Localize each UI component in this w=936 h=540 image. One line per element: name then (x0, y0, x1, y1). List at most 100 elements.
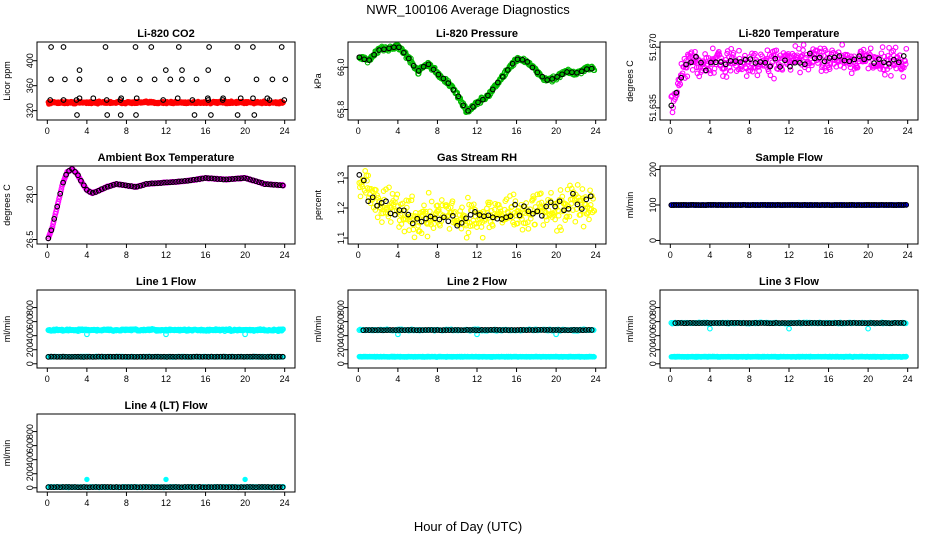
data-point (703, 67, 709, 74)
data-point (430, 66, 437, 73)
data-point (202, 175, 209, 181)
data-point (214, 353, 221, 360)
data-point (903, 202, 910, 208)
x-tick-label: 24 (591, 374, 601, 384)
data-point (557, 187, 564, 193)
data-point (396, 44, 402, 51)
data-point (107, 183, 114, 189)
data-point (446, 226, 453, 232)
data-point (876, 56, 882, 63)
panel-title: Sample Flow (755, 152, 823, 164)
data-point (547, 327, 554, 333)
x-tick-label: 0 (356, 126, 361, 136)
data-point (458, 225, 465, 232)
data-point (460, 102, 467, 109)
data-point (414, 215, 421, 222)
data-point (409, 220, 416, 227)
x-tick-label: 20 (240, 374, 250, 384)
data-point (119, 182, 126, 188)
data-point (579, 327, 586, 334)
data-point (104, 112, 111, 118)
data-point (408, 197, 415, 204)
x-tick-label: 0 (356, 374, 361, 384)
data-point (140, 182, 147, 188)
data-point (356, 54, 363, 61)
x-axis: 0 4 8 12 16 20 24 (45, 367, 290, 384)
data-point (557, 224, 563, 230)
data-point (792, 43, 799, 49)
data-point (136, 76, 143, 83)
data-point (702, 51, 708, 57)
data-point (489, 223, 496, 229)
data-point (379, 219, 385, 225)
data-point (404, 327, 411, 333)
data-point (89, 354, 96, 360)
data-point (78, 353, 84, 360)
data-point (125, 183, 132, 189)
data-point (491, 206, 498, 213)
data-point (428, 198, 435, 205)
data-point (199, 353, 206, 360)
data-point (202, 353, 209, 360)
data-point (211, 175, 218, 182)
y-tick-label: 800 (336, 300, 346, 315)
data-point (860, 46, 867, 53)
data-point (143, 181, 150, 187)
y-tick-label: 1.2 (336, 202, 346, 215)
y-tick-label: 360 (25, 78, 35, 93)
data-point (238, 175, 245, 182)
data-point (47, 97, 54, 103)
panel-title: Line 1 Flow (136, 276, 196, 288)
data-point (267, 353, 274, 360)
data-point (493, 327, 500, 333)
x-tick-label: 8 (435, 374, 440, 384)
data-point (60, 97, 67, 103)
data-point (582, 327, 589, 333)
data-point (509, 60, 516, 67)
data-point (473, 327, 479, 333)
data-point (900, 53, 907, 59)
points-group (356, 326, 597, 360)
data-point (541, 327, 548, 333)
data-point (369, 194, 376, 201)
data-point (588, 327, 595, 333)
data-point (706, 67, 713, 74)
data-point (137, 182, 144, 189)
data-point (514, 220, 521, 227)
data-point (49, 223, 56, 230)
data-point (470, 104, 476, 110)
data-point (107, 76, 114, 83)
data-point (393, 195, 399, 201)
points-group (45, 44, 289, 118)
data-point (72, 168, 78, 175)
data-point (722, 61, 729, 68)
panel-title: Line 3 Flow (759, 276, 819, 288)
data-point (229, 353, 236, 360)
data-point (273, 353, 280, 360)
data-point (98, 186, 105, 192)
data-point (688, 49, 695, 56)
y-tick-label: 65.8 (336, 101, 346, 119)
data-point (678, 74, 685, 81)
data-point (809, 59, 816, 66)
data-point (399, 200, 406, 207)
x-tick-label: 8 (435, 250, 440, 260)
data-point (574, 327, 580, 333)
x-tick-label: 12 (161, 374, 171, 384)
data-point (785, 53, 792, 60)
x-tick-label: 16 (512, 250, 522, 260)
x-tick-label: 4 (395, 126, 400, 136)
data-point (831, 54, 838, 61)
data-point (276, 353, 283, 360)
y-axis-label: Licor ppm (2, 61, 12, 101)
data-point (237, 95, 244, 102)
data-point (895, 59, 902, 66)
data-point (161, 179, 167, 186)
data-point (89, 190, 96, 196)
data-point (431, 327, 438, 333)
data-point (69, 166, 75, 172)
